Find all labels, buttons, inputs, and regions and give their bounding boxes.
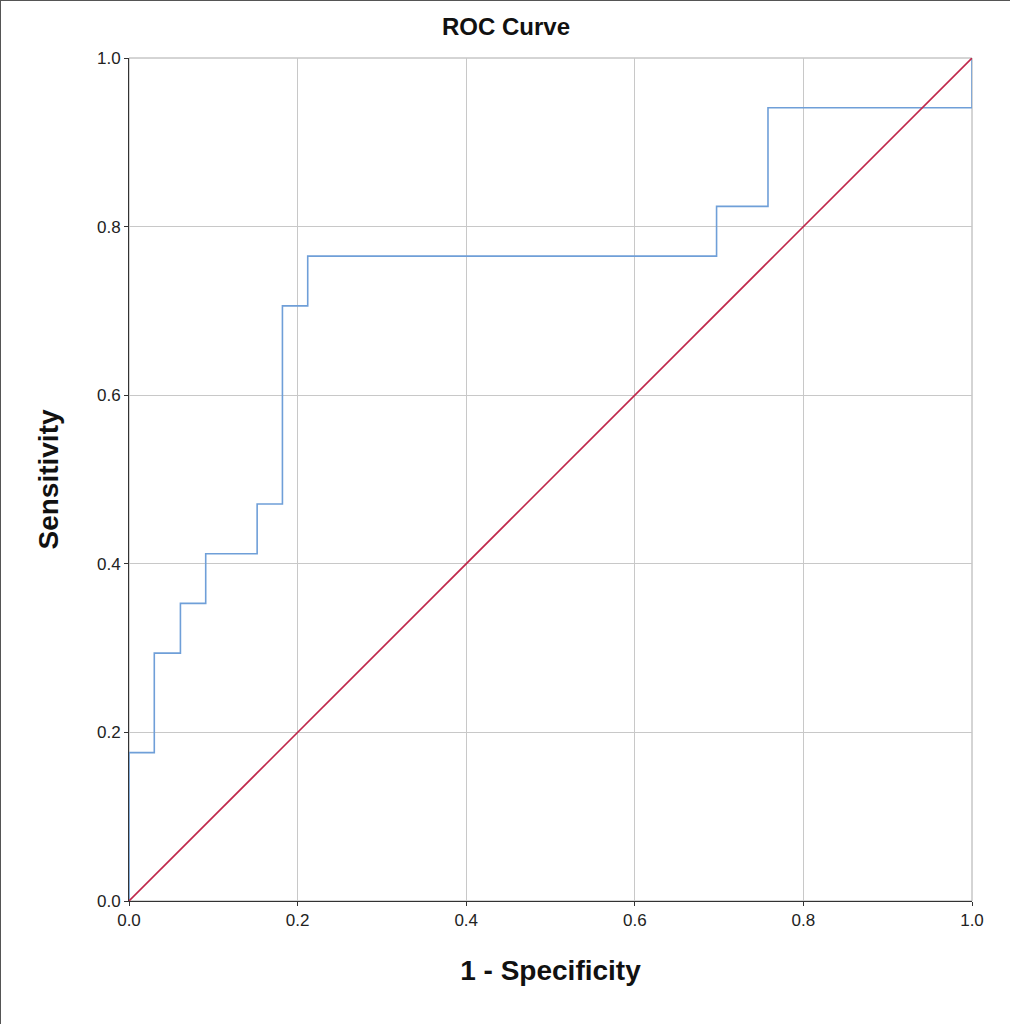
svg-text:ROC Curve: ROC Curve: [442, 13, 570, 40]
svg-text:0.2: 0.2: [97, 723, 121, 742]
svg-text:0.8: 0.8: [792, 911, 816, 930]
svg-text:0.0: 0.0: [117, 911, 141, 930]
svg-text:0.2: 0.2: [286, 911, 310, 930]
svg-text:0.6: 0.6: [97, 386, 121, 405]
svg-text:0.4: 0.4: [97, 555, 121, 574]
svg-text:1.0: 1.0: [97, 49, 121, 68]
svg-text:0.8: 0.8: [97, 218, 121, 237]
svg-text:1 - Specificity: 1 - Specificity: [460, 955, 641, 986]
svg-text:0.0: 0.0: [97, 892, 121, 911]
svg-text:Sensitivity: Sensitivity: [33, 409, 64, 549]
svg-text:0.4: 0.4: [454, 911, 478, 930]
svg-text:0.6: 0.6: [623, 911, 647, 930]
svg-text:1.0: 1.0: [960, 911, 984, 930]
